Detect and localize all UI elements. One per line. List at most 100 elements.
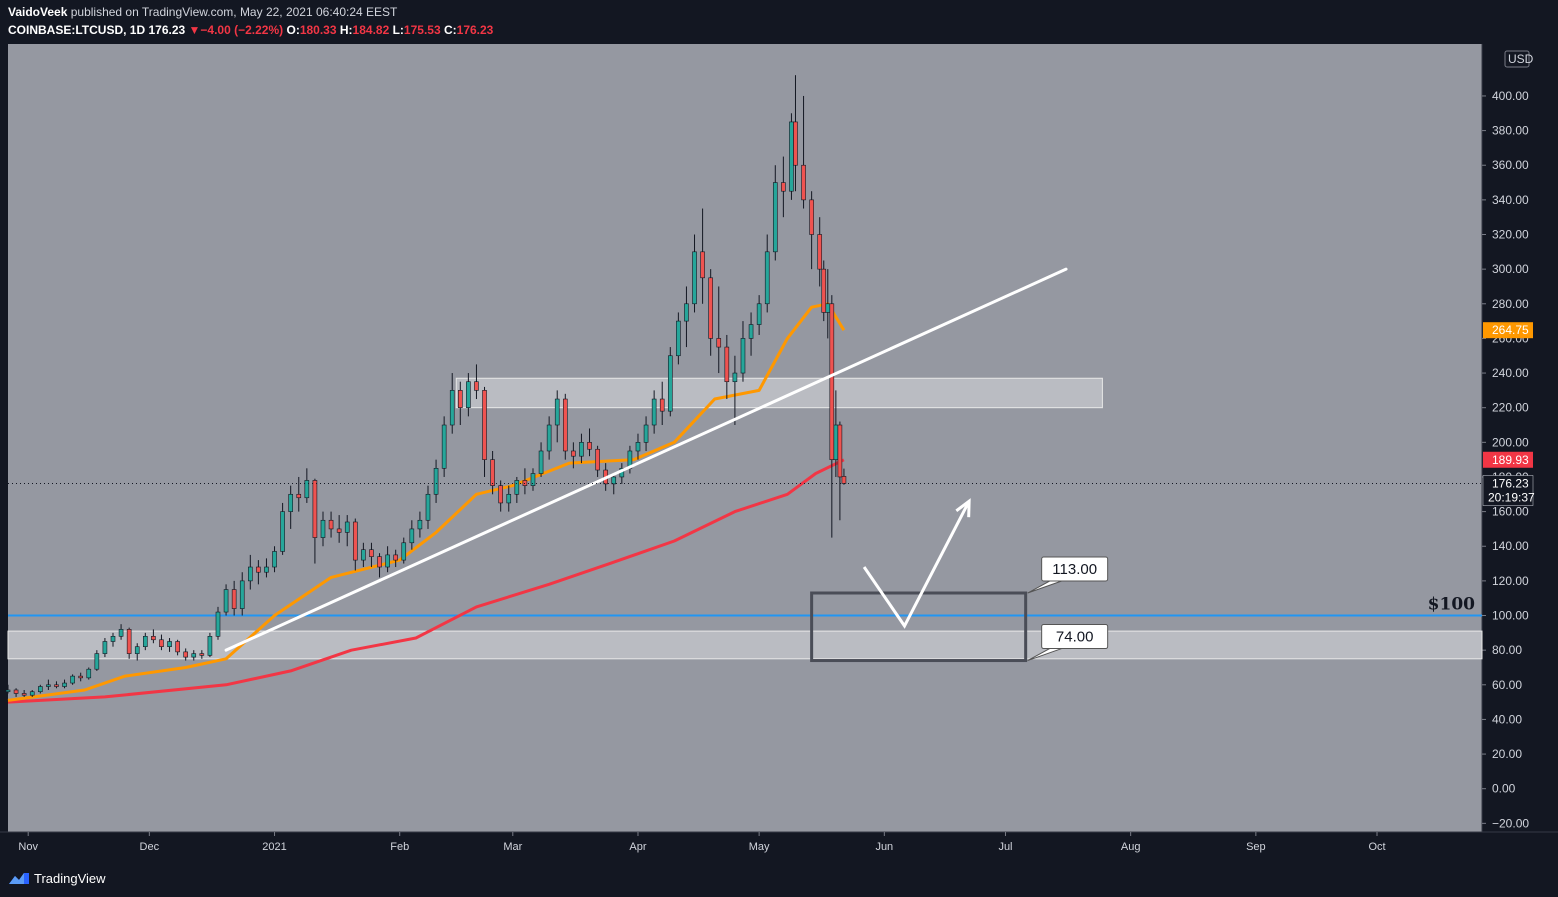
candle[interactable] xyxy=(781,182,786,192)
candle[interactable] xyxy=(86,668,92,679)
candle[interactable] xyxy=(793,121,798,166)
candle[interactable] xyxy=(151,635,156,641)
candle[interactable] xyxy=(393,554,398,561)
currency-badge[interactable] xyxy=(1504,50,1530,68)
candle[interactable] xyxy=(304,480,310,499)
candle[interactable] xyxy=(62,682,67,687)
candle[interactable] xyxy=(546,424,552,452)
candle[interactable] xyxy=(772,182,778,253)
candle[interactable] xyxy=(231,589,237,609)
candle[interactable] xyxy=(110,635,116,642)
candle[interactable] xyxy=(70,675,75,684)
candle[interactable] xyxy=(676,320,681,357)
candle[interactable] xyxy=(126,629,132,654)
symbol-label[interactable]: COINBASE:LTCUSD, 1D xyxy=(8,23,146,37)
price-chart[interactable]: 400.00 380.00 360.00 340.00 320.00 300.00 280.… xyxy=(0,44,1558,866)
candle[interactable] xyxy=(457,390,463,408)
candle[interactable] xyxy=(579,442,584,457)
candle[interactable] xyxy=(433,468,439,495)
callout-box[interactable] xyxy=(1041,624,1109,650)
candle[interactable] xyxy=(94,653,100,670)
candle[interactable] xyxy=(207,635,213,656)
candle[interactable] xyxy=(829,303,835,460)
candle[interactable] xyxy=(352,521,358,561)
candle[interactable] xyxy=(143,635,148,647)
candle[interactable] xyxy=(554,398,560,426)
candle[interactable] xyxy=(288,493,293,512)
candle[interactable] xyxy=(708,277,713,339)
callout-box[interactable] xyxy=(1041,556,1109,582)
candle[interactable] xyxy=(46,684,51,687)
candle[interactable] xyxy=(409,528,415,544)
candle[interactable] xyxy=(474,381,479,391)
candle[interactable] xyxy=(78,675,83,679)
candle[interactable] xyxy=(514,480,520,495)
target-box[interactable] xyxy=(810,591,1028,663)
candle[interactable] xyxy=(256,566,261,573)
candle[interactable] xyxy=(449,390,455,426)
author-name[interactable]: VaidoVeek xyxy=(8,5,68,19)
candle[interactable] xyxy=(700,251,705,279)
candle[interactable] xyxy=(684,303,689,322)
candle[interactable] xyxy=(167,641,172,647)
candle[interactable] xyxy=(272,551,277,568)
candle[interactable] xyxy=(659,398,665,412)
candle[interactable] xyxy=(740,338,746,374)
candle[interactable] xyxy=(344,521,350,533)
candle[interactable] xyxy=(833,424,839,460)
resistance-zone[interactable] xyxy=(455,377,1103,409)
candle[interactable] xyxy=(821,268,827,313)
candle[interactable] xyxy=(809,199,814,235)
candle[interactable] xyxy=(571,450,576,457)
candle[interactable] xyxy=(312,480,318,538)
candle[interactable] xyxy=(13,689,19,694)
candle[interactable] xyxy=(377,556,382,568)
candle[interactable] xyxy=(385,554,390,568)
candle[interactable] xyxy=(801,164,806,201)
tradingview-brand[interactable]: TradingView xyxy=(34,871,106,886)
candle[interactable] xyxy=(817,234,823,270)
candle[interactable] xyxy=(191,653,197,658)
candle[interactable] xyxy=(466,381,471,408)
candle[interactable] xyxy=(369,549,374,557)
candle[interactable] xyxy=(587,442,592,450)
candle[interactable] xyxy=(748,324,754,339)
candle[interactable] xyxy=(336,528,342,533)
candle[interactable] xyxy=(611,476,617,485)
candle[interactable] xyxy=(506,493,512,504)
candle[interactable] xyxy=(199,653,205,656)
candle[interactable] xyxy=(118,629,124,637)
candle[interactable] xyxy=(296,493,302,499)
candle[interactable] xyxy=(175,641,180,653)
candle[interactable] xyxy=(361,549,366,561)
candle[interactable] xyxy=(215,611,221,637)
candle[interactable] xyxy=(159,639,164,647)
projection-arrow[interactable] xyxy=(862,500,971,629)
time-axis[interactable] xyxy=(0,832,1558,866)
candle[interactable] xyxy=(482,390,487,460)
trendline[interactable] xyxy=(224,267,1068,652)
candle[interactable] xyxy=(29,691,35,696)
candle[interactable] xyxy=(328,519,334,530)
candle[interactable] xyxy=(530,473,536,486)
candle[interactable] xyxy=(667,355,673,412)
price-axis[interactable] xyxy=(1482,44,1558,832)
ema-fast-line[interactable] xyxy=(7,302,846,702)
candle[interactable] xyxy=(5,689,11,693)
candle[interactable] xyxy=(732,372,738,383)
candle[interactable] xyxy=(825,303,831,313)
candle[interactable] xyxy=(417,519,423,530)
candle[interactable] xyxy=(401,542,407,561)
candle[interactable] xyxy=(223,589,229,613)
candle[interactable] xyxy=(102,641,108,654)
candle[interactable] xyxy=(239,580,245,609)
candle[interactable] xyxy=(764,251,770,305)
candle[interactable] xyxy=(562,398,568,452)
candle[interactable] xyxy=(38,686,43,693)
candle[interactable] xyxy=(635,442,641,452)
candle[interactable] xyxy=(724,346,730,383)
ema-slow-line[interactable] xyxy=(7,458,845,704)
candle[interactable] xyxy=(183,651,188,658)
candle[interactable] xyxy=(837,424,843,478)
candle[interactable] xyxy=(134,646,140,654)
